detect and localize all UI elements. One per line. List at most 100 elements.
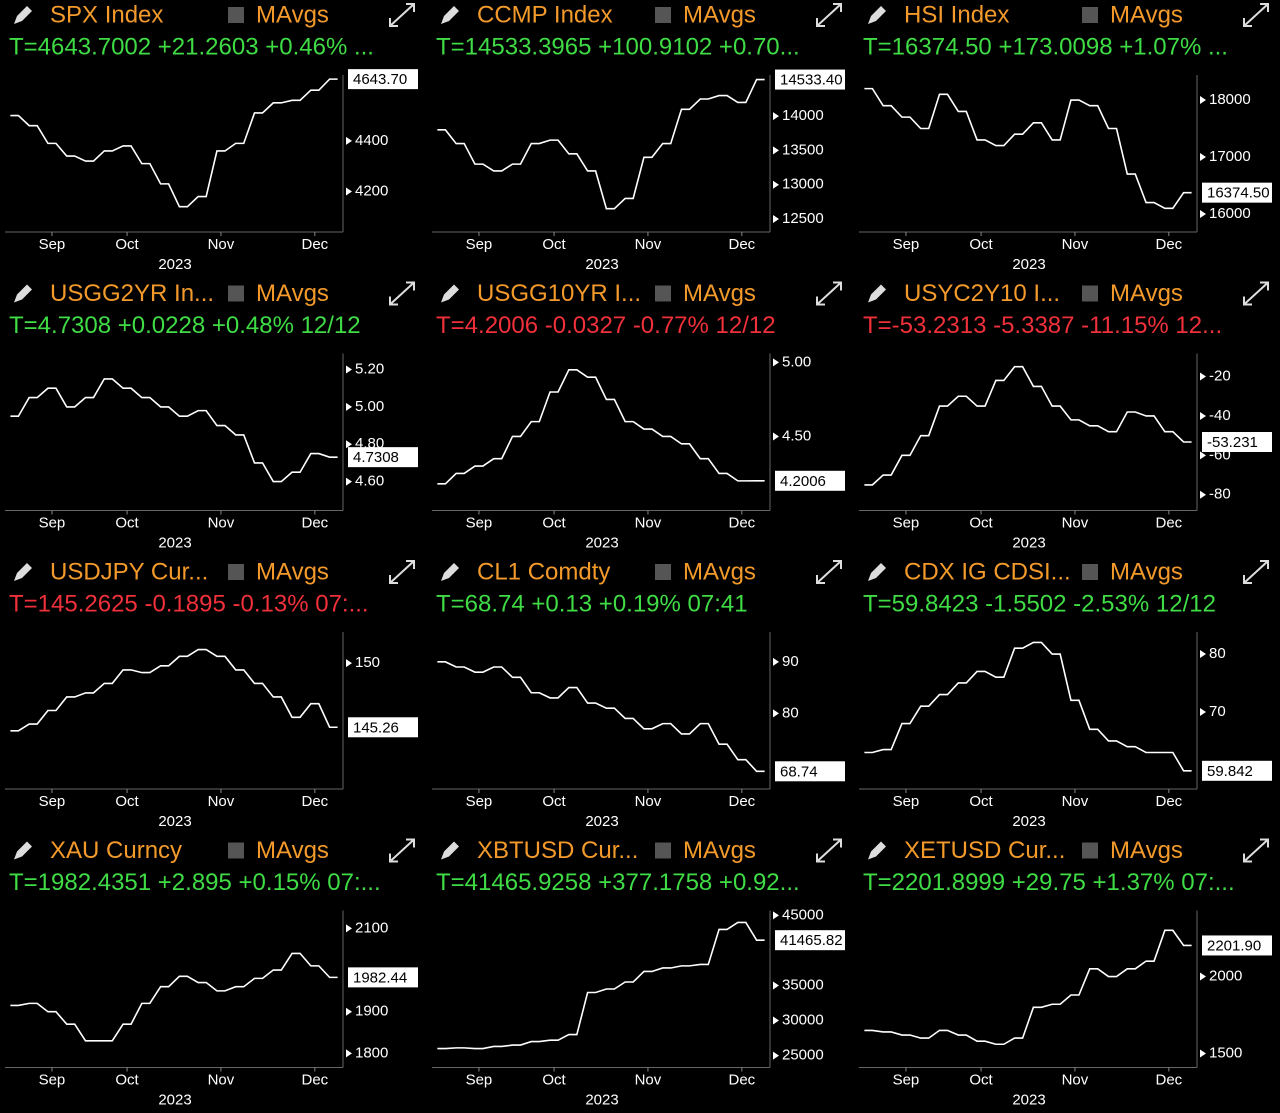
expand-icon[interactable] (1243, 3, 1269, 27)
x-tick-label: Dec (1155, 793, 1182, 810)
chart-title: SPX Index (50, 1, 163, 28)
mini-chart: CL1 Comdty MAvgs T=68.74 +0.13 +0.19% 07:4… (432, 558, 845, 830)
edit-icon[interactable] (14, 841, 32, 860)
edit-icon[interactable] (868, 6, 886, 24)
expand-icon[interactable] (816, 838, 842, 863)
legend-box[interactable] (228, 7, 244, 23)
x-axis-label: 2023 (1012, 534, 1045, 551)
y-tick-label: 16000 (1209, 205, 1251, 222)
edit-icon[interactable] (441, 6, 459, 24)
y-tick (773, 981, 779, 990)
x-tick-label: Dec (1155, 1071, 1182, 1088)
x-tick-label: Dec (1155, 236, 1182, 253)
subtitle: T=4643.7002 +21.2603 +0.46% ... (9, 33, 374, 60)
x-tick-label: Nov (635, 514, 662, 531)
expand-icon[interactable] (389, 560, 415, 584)
legend-box[interactable] (1082, 285, 1098, 302)
expand-icon[interactable] (816, 281, 842, 306)
expand-icon[interactable] (389, 281, 415, 306)
price-line (437, 921, 765, 1050)
x-tick-label: Sep (893, 236, 920, 253)
last-price-box (348, 447, 418, 468)
edit-icon[interactable] (14, 6, 32, 24)
y-tick-label: -80 (1209, 486, 1231, 503)
legend-box[interactable] (228, 842, 244, 859)
price-line (437, 661, 765, 773)
expand-icon[interactable] (389, 3, 415, 27)
legend-box[interactable] (655, 564, 671, 580)
last-price-label: 4.2006 (780, 473, 826, 490)
y-tick (773, 432, 779, 441)
price-line (864, 929, 1192, 1046)
last-price-box (348, 717, 418, 738)
y-tick (346, 440, 352, 449)
edit-icon[interactable] (868, 284, 886, 303)
y-tick-label: 45000 (782, 906, 824, 923)
last-price-box (775, 930, 845, 951)
chart-title: USYC2Y10 I... (904, 280, 1060, 307)
y-tick (346, 365, 352, 374)
subtitle: T=1982.4351 +2.895 +0.15% 07:... (9, 869, 381, 896)
y-tick-label: 5.00 (355, 398, 384, 415)
x-axis-label: 2023 (585, 256, 618, 273)
y-tick-label: -20 (1209, 368, 1231, 385)
last-price-box (1202, 935, 1272, 956)
x-tick-label: Nov (1062, 514, 1089, 531)
x-axis-label: 2023 (1012, 813, 1045, 830)
expand-icon[interactable] (816, 560, 842, 584)
chart-title: USGG10YR I... (477, 280, 641, 307)
x-tick-label: Sep (39, 793, 66, 810)
x-tick-label: Sep (893, 1071, 920, 1088)
last-price-box (348, 967, 418, 988)
legend-box[interactable] (1082, 564, 1098, 580)
edit-icon[interactable] (14, 284, 32, 303)
legend-box[interactable] (655, 842, 671, 859)
expand-icon[interactable] (389, 838, 415, 863)
y-tick-label: 4400 (355, 132, 388, 149)
y-tick (773, 358, 779, 367)
y-tick (773, 657, 779, 666)
expand-icon[interactable] (1243, 281, 1269, 306)
legend-box[interactable] (228, 564, 244, 580)
x-tick-label: Sep (466, 793, 493, 810)
x-tick-label: Sep (39, 236, 66, 253)
x-tick-label: Oct (542, 514, 566, 531)
price-line (10, 952, 338, 1042)
x-tick-label: Dec (728, 514, 755, 531)
chart-title: CDX IG CDSI... (904, 558, 1071, 585)
edit-icon[interactable] (441, 563, 459, 581)
price-line (10, 648, 338, 732)
edit-icon[interactable] (14, 563, 32, 581)
mini-chart: CDX IG CDSI... MAvgs T=59.8423 -1.5502 -2.… (859, 558, 1272, 830)
price-line (10, 78, 338, 208)
y-tick-label: 90 (782, 653, 799, 670)
x-tick-label: Nov (1062, 793, 1089, 810)
legend-box[interactable] (228, 285, 244, 302)
mini-chart: XBTUSD Cur... MAvgs T=41465.9258 +377.1758… (432, 837, 845, 1108)
y-tick-label: 13000 (782, 176, 824, 193)
legend-box[interactable] (1082, 7, 1098, 23)
edit-icon[interactable] (868, 563, 886, 581)
y-tick (773, 112, 779, 121)
legend-label: MAvgs (683, 837, 756, 864)
edit-icon[interactable] (441, 284, 459, 303)
expand-icon[interactable] (1243, 838, 1269, 863)
legend-box[interactable] (655, 7, 671, 23)
legend-label: MAvgs (1110, 558, 1183, 585)
chart-title: CL1 Comdty (477, 558, 610, 585)
legend-label: MAvgs (256, 280, 329, 307)
legend-box[interactable] (655, 285, 671, 302)
legend-box[interactable] (1082, 842, 1098, 859)
edit-icon[interactable] (868, 841, 886, 860)
x-tick-label: Sep (466, 236, 493, 253)
chart-title: USDJPY Cur... (50, 558, 208, 585)
last-price-label: 4.7308 (353, 449, 399, 466)
x-tick-label: Dec (728, 1071, 755, 1088)
y-tick-label: 25000 (782, 1047, 824, 1064)
y-tick-label: 1900 (355, 1003, 388, 1020)
x-tick-label: Sep (39, 514, 66, 531)
edit-icon[interactable] (441, 841, 459, 860)
expand-icon[interactable] (816, 3, 842, 27)
x-tick-label: Nov (635, 793, 662, 810)
expand-icon[interactable] (1243, 560, 1269, 584)
